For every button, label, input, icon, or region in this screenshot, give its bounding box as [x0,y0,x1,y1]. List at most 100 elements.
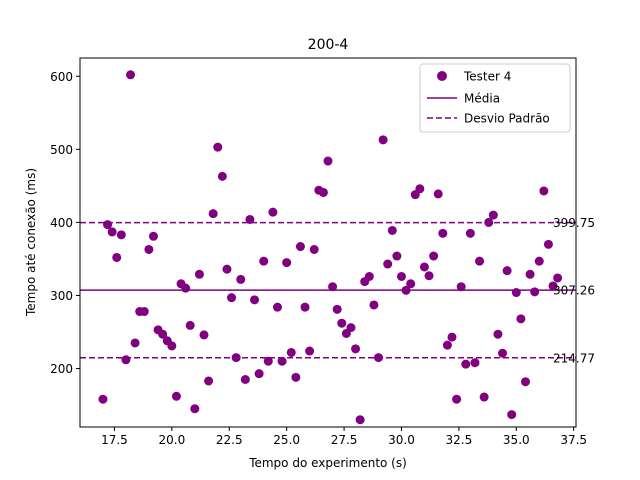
data-point [516,314,526,324]
reference-line-value-label: 307.26 [553,284,595,298]
x-axis: 17.5 20.0 22.5 25.0 27.5 30.0 32.5 35.0 37.5 [101,427,587,447]
data-point [158,329,168,339]
data-point [144,244,154,254]
x-tick-label: 17.5 [101,433,128,447]
data-point [456,282,466,292]
data-point [328,282,338,292]
legend-label-media: Média [464,92,500,106]
x-axis-label: Tempo do experimento (s) [248,456,407,470]
data-point [433,189,443,199]
data-point [534,256,544,266]
legend-label-desvio: Desvio Padrão [464,112,550,126]
data-point [250,295,260,305]
data-point [227,293,237,303]
data-point [488,210,498,220]
plot-area [80,70,576,425]
data-point [525,269,535,279]
data-point [139,307,149,317]
data-point [300,302,310,312]
data-point [355,415,365,425]
x-tick-label: 22.5 [216,433,243,447]
chart-title: 200-4 [308,37,349,53]
data-point [268,207,278,217]
data-point [204,376,214,386]
data-point [484,217,494,227]
reference-line-labels: 307.26 399.75 214.77 [553,216,595,365]
data-point [346,323,356,333]
data-point [194,269,204,279]
data-point [240,375,250,385]
data-point [392,251,402,261]
data-point [530,287,540,297]
plot-frame [79,57,577,428]
data-point [415,184,425,194]
data-point [387,225,397,235]
legend-label-tester: Tester 4 [463,70,511,84]
data-point [498,348,508,358]
data-point [254,369,264,379]
data-point [548,281,558,291]
data-point [245,214,255,224]
data-point [213,142,223,152]
data-point [103,220,113,230]
data-point [337,318,347,328]
data-point [351,344,361,354]
data-point [493,329,503,339]
data-point [502,266,512,276]
reference-line-value-label: 399.75 [553,216,595,230]
data-point [369,300,379,310]
data-point [171,391,181,401]
data-point [479,392,489,402]
data-point [181,283,191,293]
data-point [396,271,406,281]
data-point [116,230,126,240]
data-point [507,410,517,420]
data-point [291,372,301,382]
x-tick-label: 30.0 [388,433,415,447]
data-point [295,242,305,252]
data-point [511,288,521,298]
data-point [406,279,416,289]
data-point [364,271,374,281]
data-point [442,340,452,350]
y-tick-label: 400 [50,216,73,230]
data-point [401,285,411,295]
x-tick-label: 32.5 [446,433,473,447]
data-point [452,394,462,404]
data-point [318,187,328,197]
data-point [236,274,246,284]
data-point [461,359,471,369]
data-point [286,347,296,357]
data-point [543,239,553,249]
data-point [185,320,195,330]
data-point [126,70,136,80]
data-point [553,273,563,283]
data-point [378,135,388,145]
data-point [190,404,200,414]
data-point [217,171,227,181]
y-axis: 200 300 400 500 600 [50,70,80,376]
data-point [282,258,292,268]
data-point [231,353,241,363]
data-point [383,259,393,269]
data-point [429,251,439,261]
data-point [259,256,269,266]
data-point [107,227,117,237]
x-tick-label: 35.0 [503,433,530,447]
x-tick-label: 25.0 [273,433,300,447]
x-tick-label: 37.5 [560,433,587,447]
data-point [539,186,549,196]
data-point [272,302,282,312]
data-point [447,332,457,342]
data-point [305,346,315,356]
x-tick-label: 20.0 [158,433,185,447]
data-point [277,356,287,366]
data-point [148,231,158,241]
data-point [465,228,475,238]
x-tick-label: 27.5 [331,433,358,447]
y-tick-label: 600 [50,70,73,84]
reference-line-value-label: 214.77 [553,351,595,365]
data-point [470,358,480,368]
data-point [323,156,333,166]
